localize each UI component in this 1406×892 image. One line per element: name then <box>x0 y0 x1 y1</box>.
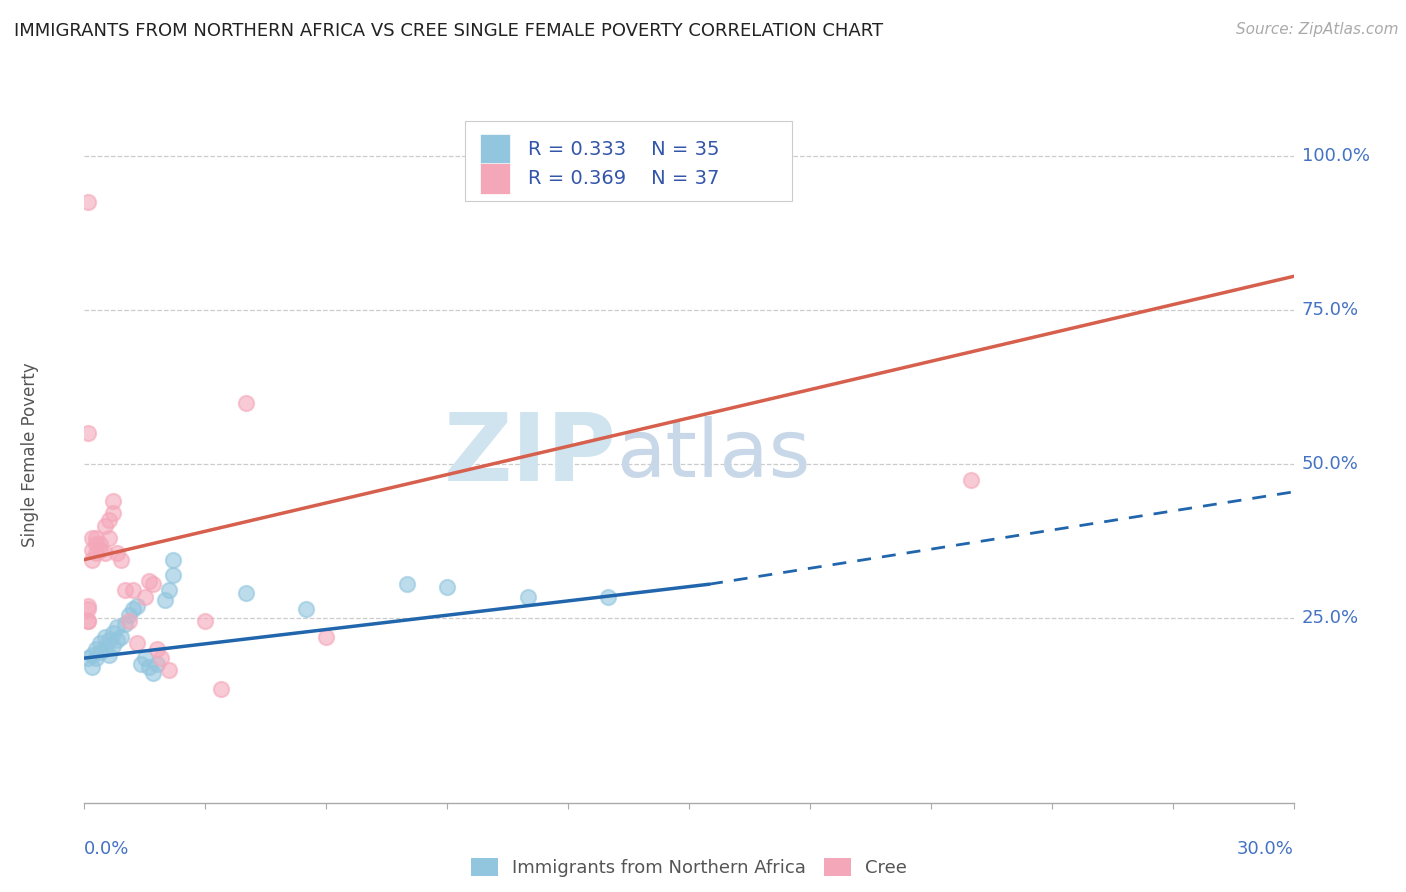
Point <box>134 590 156 604</box>
Point <box>162 568 184 582</box>
Point <box>89 645 111 659</box>
Point <box>82 648 104 662</box>
Point <box>86 546 108 560</box>
Point <box>89 543 111 558</box>
Point <box>114 617 136 632</box>
Point <box>516 590 538 604</box>
Text: Source: ZipAtlas.com: Source: ZipAtlas.com <box>1236 22 1399 37</box>
Point <box>86 651 108 665</box>
Point <box>235 395 257 409</box>
Point <box>118 614 141 628</box>
Point <box>77 614 100 628</box>
Point <box>101 507 124 521</box>
Point <box>395 577 418 591</box>
Point <box>125 636 148 650</box>
Point <box>77 602 100 616</box>
Point <box>86 537 108 551</box>
Point <box>101 626 124 640</box>
Point <box>142 577 165 591</box>
Point <box>129 657 152 672</box>
Point <box>77 599 100 613</box>
Text: 100.0%: 100.0% <box>1302 147 1369 165</box>
Point <box>105 632 128 647</box>
Point <box>82 543 104 558</box>
Point <box>110 630 132 644</box>
Point <box>235 586 257 600</box>
Text: atlas: atlas <box>616 416 811 494</box>
Text: 25.0%: 25.0% <box>1302 609 1358 627</box>
Text: R = 0.369    N = 37: R = 0.369 N = 37 <box>529 169 720 188</box>
Point <box>89 537 111 551</box>
Point <box>153 592 176 607</box>
Text: 0.0%: 0.0% <box>84 839 129 858</box>
Point <box>209 681 232 696</box>
Point <box>295 602 318 616</box>
Point <box>110 552 132 566</box>
Point <box>121 583 143 598</box>
Point <box>82 660 104 674</box>
Point <box>146 641 169 656</box>
Text: 50.0%: 50.0% <box>1302 455 1358 473</box>
Bar <box>479 163 510 194</box>
Point <box>97 648 120 662</box>
Point <box>118 607 141 622</box>
Point <box>77 426 100 441</box>
Point <box>93 641 115 656</box>
Point <box>315 630 337 644</box>
Point <box>105 546 128 560</box>
Text: 75.0%: 75.0% <box>1302 301 1358 319</box>
Point <box>142 666 165 681</box>
Point <box>82 552 104 566</box>
Bar <box>479 134 510 165</box>
Point <box>138 660 160 674</box>
Text: 30.0%: 30.0% <box>1237 839 1294 858</box>
Point <box>121 602 143 616</box>
Text: ZIP: ZIP <box>443 409 616 501</box>
Point <box>598 590 620 604</box>
Point <box>97 512 120 526</box>
Point <box>146 657 169 672</box>
Point <box>93 630 115 644</box>
Text: R = 0.333    N = 35: R = 0.333 N = 35 <box>529 140 720 160</box>
Point <box>125 599 148 613</box>
Point <box>86 531 108 545</box>
Point <box>101 494 124 508</box>
Point <box>97 632 120 647</box>
Point <box>77 651 100 665</box>
Point <box>138 574 160 589</box>
Point <box>93 546 115 560</box>
Point <box>162 552 184 566</box>
Point <box>86 641 108 656</box>
Point <box>97 531 120 545</box>
Point <box>77 614 100 628</box>
FancyBboxPatch shape <box>465 121 792 201</box>
Point <box>93 518 115 533</box>
Point <box>157 583 180 598</box>
Text: Single Female Poverty: Single Female Poverty <box>21 363 39 547</box>
Text: IMMIGRANTS FROM NORTHERN AFRICA VS CREE SINGLE FEMALE POVERTY CORRELATION CHART: IMMIGRANTS FROM NORTHERN AFRICA VS CREE … <box>14 22 883 40</box>
Point <box>149 651 172 665</box>
Point <box>194 614 217 628</box>
Point <box>105 620 128 634</box>
Legend: Immigrants from Northern Africa, Cree: Immigrants from Northern Africa, Cree <box>464 850 914 884</box>
Point <box>436 580 458 594</box>
Point <box>101 639 124 653</box>
Point <box>960 473 983 487</box>
Point <box>77 195 100 210</box>
Point <box>157 664 180 678</box>
Point <box>134 651 156 665</box>
Point <box>114 583 136 598</box>
Point <box>89 636 111 650</box>
Point <box>82 531 104 545</box>
